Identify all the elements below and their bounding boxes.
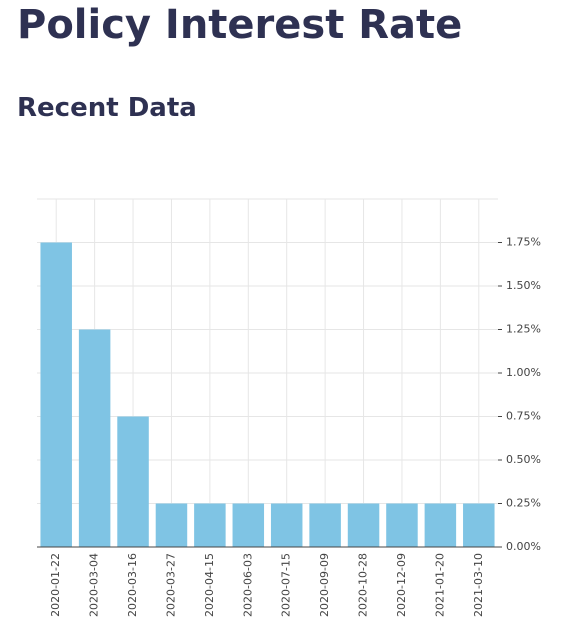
- y-tick-label: 1.50%: [506, 279, 541, 292]
- x-tick-label: 2020-03-04: [88, 553, 101, 617]
- bar: [386, 503, 418, 547]
- y-tick-label: 0.50%: [506, 453, 541, 466]
- y-tick-label: 0.25%: [506, 497, 541, 510]
- section-title: Recent Data: [17, 93, 197, 123]
- bar: [309, 503, 341, 547]
- x-tick-label: 2020-04-15: [203, 553, 216, 617]
- x-tick-label: 2020-07-15: [280, 553, 293, 617]
- x-tick-label: 2020-01-22: [49, 553, 62, 617]
- x-tick-label: 2021-03-10: [472, 553, 485, 617]
- y-tick-label: 1.75%: [506, 236, 541, 249]
- bar: [463, 503, 495, 547]
- bar: [270, 503, 303, 547]
- y-axis: 0.00% 0.25% 0.50% 0.75% 1.00% 1.25% 1.50% 1.75%: [498, 236, 541, 553]
- x-tick-label: 2021-01-20: [433, 553, 446, 617]
- y-tick-label: 0.75%: [506, 410, 541, 423]
- x-axis: 2020-01-22 2020-03-04 2020-03-16 2020-03-27…: [37, 546, 498, 617]
- bar: [78, 329, 111, 547]
- y-tick-label: 1.00%: [506, 366, 541, 379]
- x-tick-label: 2020-09-09: [318, 553, 331, 617]
- bar: [40, 242, 72, 547]
- bar: [194, 503, 226, 547]
- grid-lines: [37, 198, 498, 547]
- bar: [232, 503, 265, 547]
- bar: [117, 416, 149, 547]
- y-tick-label: 1.25%: [506, 323, 541, 336]
- bars: [40, 242, 495, 547]
- x-tick-label: 2020-10-28: [357, 553, 370, 617]
- bar: [347, 503, 380, 547]
- y-tick-label: 0.00%: [506, 540, 541, 553]
- x-tick-label: 2020-03-27: [164, 553, 177, 617]
- x-tick-label: 2020-03-16: [126, 553, 139, 617]
- bar: [155, 503, 188, 547]
- x-tick-label: 2020-06-03: [241, 553, 254, 617]
- bar: [424, 503, 457, 547]
- page-title: Policy Interest Rate: [17, 2, 463, 48]
- x-tick-label: 2020-12-09: [395, 553, 408, 617]
